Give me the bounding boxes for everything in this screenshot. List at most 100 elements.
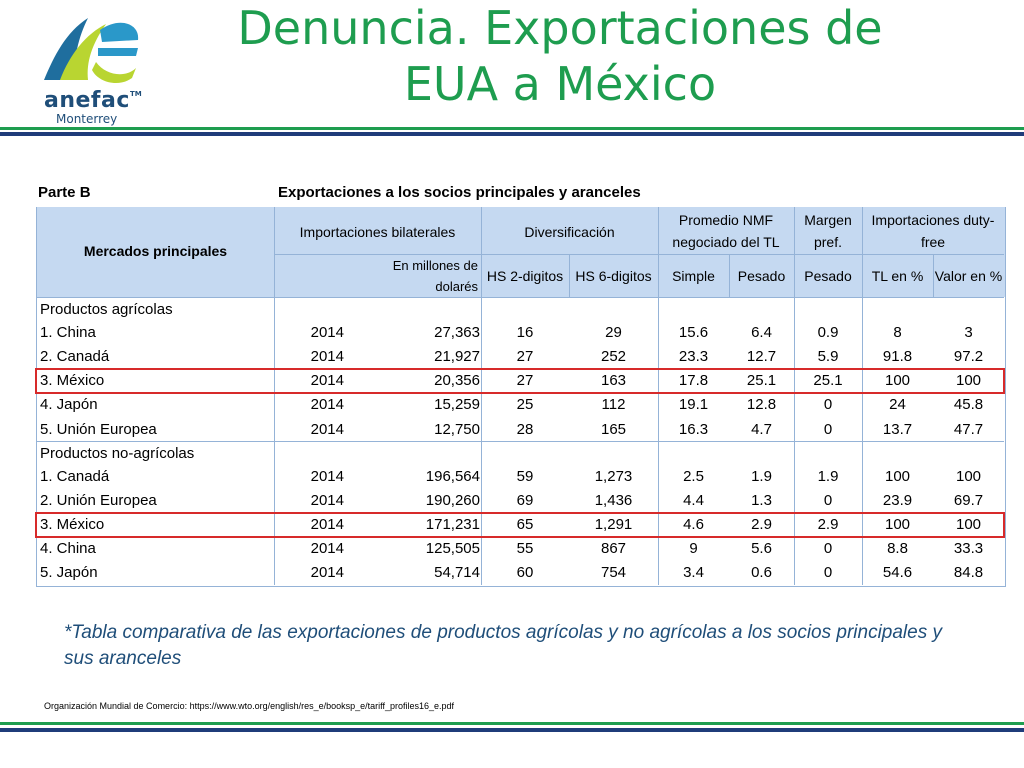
top-rule-green	[0, 127, 1024, 130]
row-valor: 3	[964, 324, 973, 341]
row-year: 2014	[310, 372, 344, 389]
row-country: 5. Japón	[40, 564, 98, 581]
row-hs6: 1,291	[594, 516, 633, 533]
row-simple: 2.5	[683, 468, 704, 485]
grid-line	[37, 441, 1004, 442]
row-tl: 91.8	[882, 348, 913, 365]
row-year: 2014	[310, 396, 344, 413]
row-valor: 45.8	[953, 396, 984, 413]
row-hs6: 1,273	[594, 468, 633, 485]
header-unidad: En millones de dolarés	[392, 258, 478, 294]
row-margen: 5.9	[817, 348, 839, 365]
row-margen: 0	[823, 564, 833, 581]
row-simple: 23.3	[678, 348, 709, 365]
row-margen: 0	[823, 421, 833, 438]
row-valor: 100	[955, 468, 982, 485]
row-pesado: 4.7	[751, 421, 772, 438]
grid-line	[569, 254, 570, 297]
row-value: 54,714	[434, 564, 480, 581]
row-value: 196,564	[425, 468, 480, 485]
header-margen: Margen pref.	[804, 212, 852, 250]
row-simple: 3.4	[683, 564, 704, 581]
header-diversificacion: Diversificación	[524, 224, 615, 240]
header-importaciones: Importaciones bilaterales	[299, 224, 456, 240]
grid-line	[729, 254, 730, 297]
row-pesado: 12.8	[746, 396, 777, 413]
row-country: 3. México	[40, 372, 105, 389]
header-simple: Simple	[672, 268, 715, 284]
source-citation: Organización Mundial de Comercio: https:…	[44, 701, 455, 711]
anefac-logo: anefac TM Monterrey	[38, 8, 148, 126]
row-pesado: 2.9	[751, 516, 772, 533]
row-pesado: 0.6	[751, 564, 772, 581]
row-hs6: 867	[600, 540, 627, 557]
row-value: 190,260	[425, 492, 480, 509]
row-tl: 100	[884, 372, 911, 389]
row-hs6: 754	[600, 564, 627, 581]
row-tl: 54.6	[882, 564, 913, 581]
row-hs2: 65	[516, 516, 534, 533]
row-value: 21,927	[434, 348, 480, 365]
header-hs2: HS 2-digitos	[486, 268, 564, 284]
table-caption: Exportaciones a los socios principales y…	[278, 184, 641, 201]
header-tl-pct: TL en %	[871, 268, 924, 284]
row-value: 12,750	[434, 421, 480, 438]
row-valor: 97.2	[953, 348, 984, 365]
row-country: 4. Japón	[40, 396, 98, 413]
row-pesado: 12.7	[746, 348, 777, 365]
row-pesado: 1.3	[751, 492, 772, 509]
row-hs6: 1,436	[594, 492, 633, 509]
row-pesado: 25.1	[746, 372, 777, 389]
row-tl: 13.7	[882, 421, 913, 438]
row-hs2: 28	[516, 421, 534, 438]
row-year: 2014	[310, 324, 344, 341]
row-value: 27,363	[434, 324, 480, 341]
row-hs2: 16	[516, 324, 534, 341]
row-simple: 15.6	[678, 324, 709, 341]
title-line-1: Denuncia. Exportaciones de	[237, 1, 883, 55]
row-margen: 0.9	[817, 324, 839, 341]
anefac-ae-mark-icon	[44, 18, 139, 84]
row-tl: 24	[889, 396, 906, 413]
row-simple: 19.1	[678, 396, 709, 413]
row-margen: 0	[823, 492, 833, 509]
row-value: 20,356	[434, 372, 480, 389]
row-hs6: 252	[600, 348, 627, 365]
mexico-highlight-no-agricolas	[35, 512, 1005, 538]
row-tl: 8.8	[887, 540, 908, 557]
row-valor: 47.7	[953, 421, 984, 438]
row-country: 3. México	[40, 516, 105, 533]
row-hs6: 29	[605, 324, 622, 341]
row-margen: 0	[823, 540, 833, 557]
row-margen: 0	[823, 396, 833, 413]
row-hs2: 27	[516, 348, 534, 365]
header-valor-pct: Valor en %	[934, 268, 1003, 284]
row-year: 2014	[310, 516, 344, 533]
row-margen: 25.1	[813, 372, 843, 389]
mexico-highlight-agricolas	[35, 368, 1005, 394]
row-pesado: 5.6	[751, 540, 772, 557]
row-country: 5. Unión Europea	[40, 421, 157, 438]
grid-line	[37, 297, 1004, 298]
row-country: 1. Canadá	[40, 468, 110, 485]
row-value: 15,259	[434, 396, 480, 413]
header-dutyfree: Importaciones duty-free	[871, 212, 995, 250]
row-year: 2014	[310, 540, 344, 557]
grid-line	[933, 254, 934, 297]
row-country: 4. China	[40, 540, 96, 557]
title-line-2: EUA a México	[403, 57, 717, 111]
header-hs6: HS 6-digitos	[575, 268, 652, 284]
row-pesado: 1.9	[751, 468, 772, 485]
row-tl: 100	[884, 468, 911, 485]
row-year: 2014	[310, 421, 344, 438]
bottom-rule-navy	[0, 728, 1024, 732]
row-valor: 100	[955, 516, 982, 533]
slide-title: Denuncia. Exportaciones de EUA a México	[160, 0, 960, 112]
row-simple: 17.8	[678, 372, 709, 389]
row-country: 2. Canadá	[40, 348, 110, 365]
grid-line	[794, 207, 795, 585]
section-label-agricolas: Productos agrícolas	[40, 301, 173, 318]
row-simple: 16.3	[678, 421, 709, 438]
grid-line	[658, 207, 659, 585]
grid-line	[862, 207, 863, 585]
